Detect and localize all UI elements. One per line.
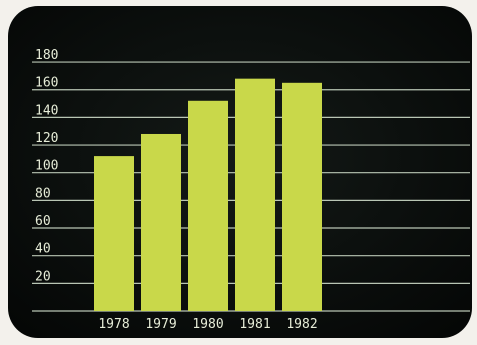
bars	[94, 78, 322, 312]
x-tick-labels: 1978 1979 1980 1981 1982	[98, 317, 317, 332]
bar-1979	[141, 133, 181, 311]
y-tick-label-160: 160	[35, 76, 58, 91]
bar-1978	[94, 156, 134, 311]
y-tick-label-140: 140	[35, 103, 58, 118]
x-tick-label-1979: 1979	[145, 317, 176, 332]
y-tick-label-100: 100	[35, 159, 58, 174]
x-tick-label-1980: 1980	[192, 317, 223, 332]
bar-1980	[188, 100, 228, 311]
y-tick-label-80: 80	[35, 186, 51, 201]
y-tick-label-180: 180	[35, 48, 58, 63]
bar-1982	[282, 82, 322, 312]
x-tick-label-1978: 1978	[98, 317, 129, 332]
x-tick-label-1982: 1982	[286, 317, 317, 332]
y-tick-label-20: 20	[35, 269, 51, 284]
y-tick-label-120: 120	[35, 131, 58, 146]
y-tick-labels: 20 40 60 80 100 120 140 160 180	[35, 48, 58, 284]
y-tick-label-40: 40	[35, 242, 51, 257]
y-tick-label-60: 60	[35, 214, 51, 229]
bar-1981	[235, 78, 275, 311]
x-tick-label-1981: 1981	[239, 317, 270, 332]
